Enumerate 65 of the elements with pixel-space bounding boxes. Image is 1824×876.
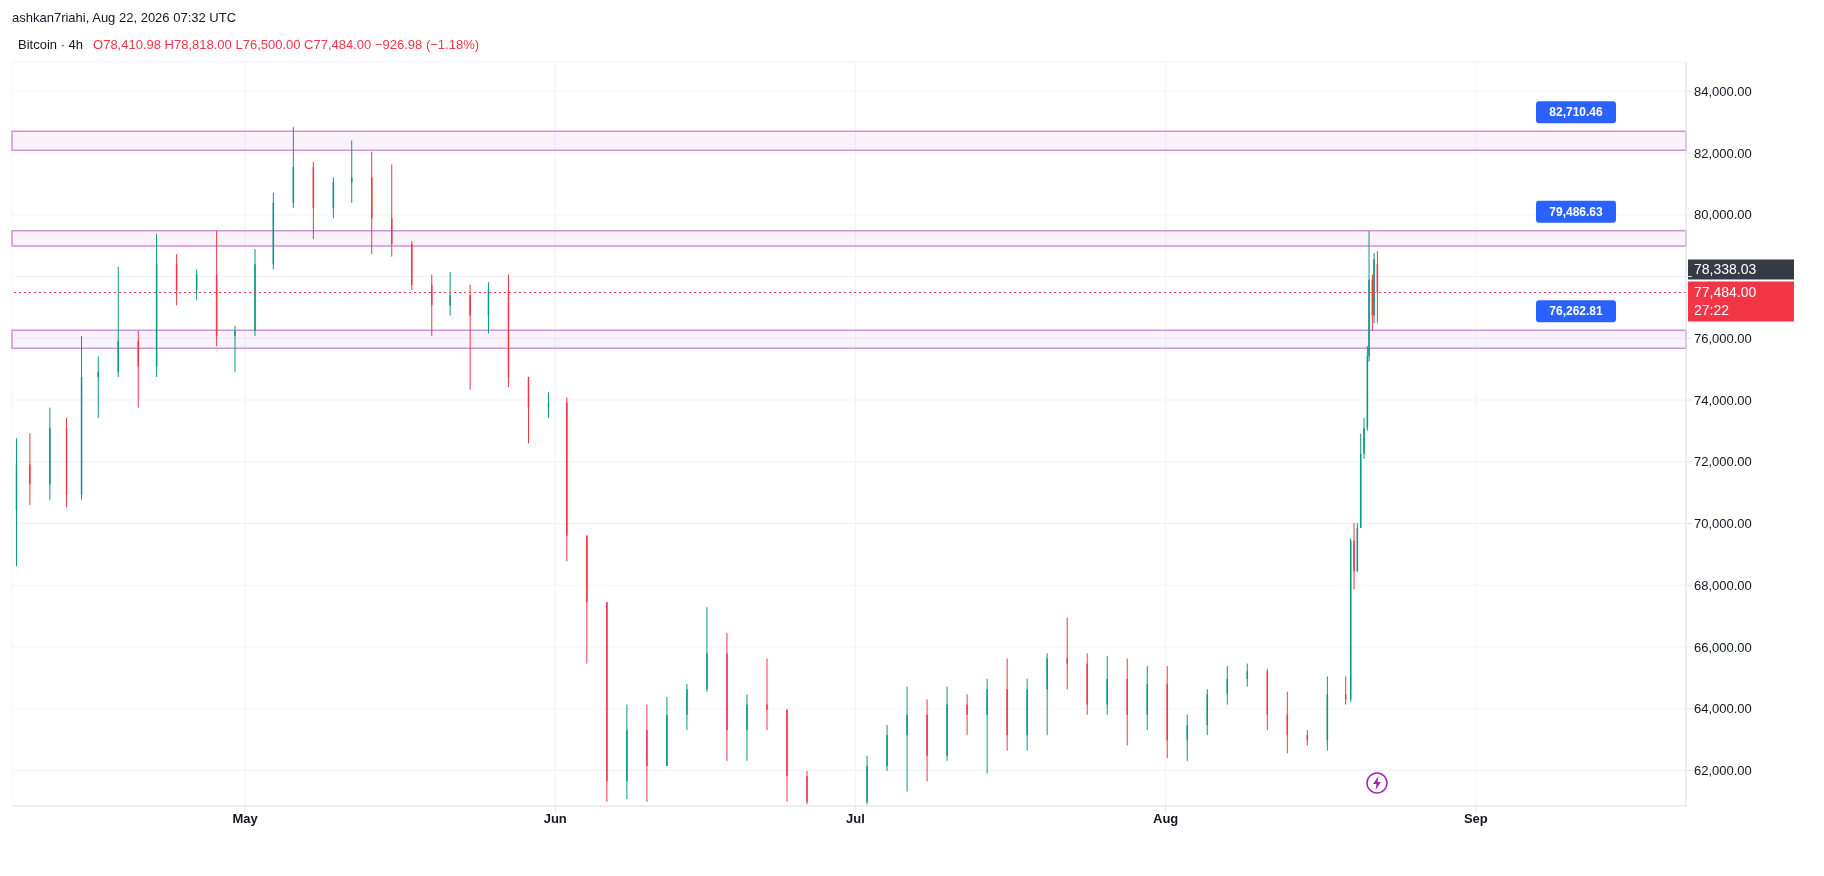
candlestick — [29, 432, 31, 506]
band-label: 82,710.46 — [1549, 105, 1604, 120]
candlestick — [411, 240, 413, 291]
candlestick — [1066, 617, 1068, 690]
y-tick-label: 68,000.00 — [1694, 577, 1752, 593]
candlestick — [1106, 655, 1108, 716]
candlestick — [586, 535, 588, 665]
y-tick-label: 82,000.00 — [1694, 145, 1752, 161]
x-tick-label: Sep — [1463, 811, 1488, 827]
candlestick — [986, 678, 988, 775]
candlestick — [706, 606, 708, 693]
candlestick — [606, 601, 608, 803]
candlestick — [1363, 417, 1365, 460]
candlestick — [566, 396, 568, 562]
y-tick-label: 74,000.00 — [1694, 392, 1752, 408]
candlestick — [666, 696, 668, 767]
candlestick — [1086, 652, 1088, 716]
candlestick — [906, 686, 908, 793]
y-tick-label: 84,000.00 — [1694, 83, 1752, 99]
candlestick — [926, 698, 928, 782]
candlestick — [1026, 678, 1028, 752]
candlestick — [626, 704, 628, 800]
y-tick-label: 66,000.00 — [1694, 639, 1752, 655]
band-label: 79,486.63 — [1549, 204, 1604, 219]
text: ashkan7riahi, Aug 22, 2026 07:32 UTC — [11, 9, 238, 27]
chart-title: Bitcoin · 4h — [18, 37, 84, 52]
text: 78,338.03 — [1694, 261, 1757, 278]
candlestick — [866, 755, 868, 805]
candlestick — [449, 271, 451, 317]
y-tick-label: 80,000.00 — [1694, 207, 1752, 223]
x-tick-label: May — [232, 811, 259, 827]
candlestick — [97, 355, 99, 419]
candlestick — [806, 770, 808, 805]
candlestick — [1146, 665, 1148, 731]
x-tick-label: Aug — [1153, 811, 1179, 827]
candlestick — [646, 704, 648, 803]
candlestick — [686, 683, 688, 731]
candlestick — [766, 657, 768, 731]
text: 27:22 — [1694, 302, 1730, 319]
band-label: 76,262.81 — [1549, 304, 1604, 319]
text: O78,410.98 H78,818.00 L76,500.00 C77,484.00 −926.98 (−1.18%) — [93, 37, 480, 52]
y-tick-label: 62,000.00 — [1694, 763, 1752, 779]
candlestick — [1046, 652, 1048, 736]
candlestick — [946, 686, 948, 762]
candlestick — [966, 693, 968, 736]
ref-line-label: 77,484.00 — [1694, 284, 1757, 301]
candlestick — [886, 724, 888, 772]
candlestick — [117, 266, 119, 378]
y-tick-label: 72,000.00 — [1694, 454, 1752, 470]
candlestick — [49, 407, 51, 501]
candlestick — [786, 709, 788, 803]
candlestick — [1126, 657, 1128, 746]
candlestick — [746, 693, 748, 762]
candlestick — [1006, 657, 1008, 752]
candlestick — [254, 248, 256, 337]
x-tick-label: Jun — [543, 811, 567, 827]
y-tick-label: 70,000.00 — [1694, 516, 1752, 532]
candlestick — [234, 325, 236, 373]
x-tick-label: Jul — [846, 811, 865, 827]
candlestick — [1353, 522, 1355, 590]
candlestick — [137, 330, 139, 409]
y-tick-label: 76,000.00 — [1694, 330, 1752, 346]
candlestick — [726, 632, 728, 762]
y-tick-label: 64,000.00 — [1694, 701, 1752, 717]
candlestick — [1166, 665, 1168, 759]
